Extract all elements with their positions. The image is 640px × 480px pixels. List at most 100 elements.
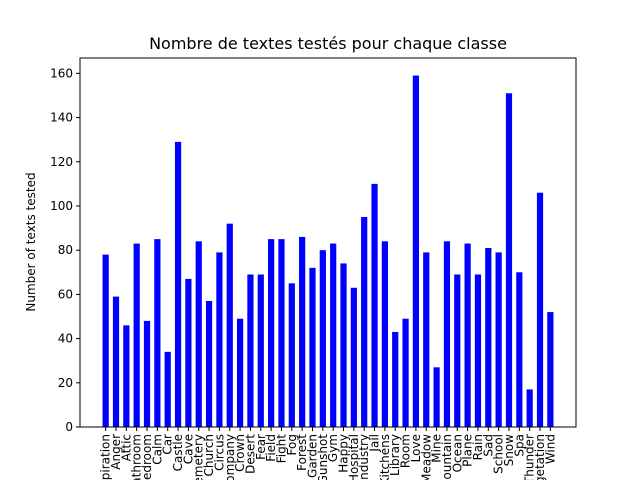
y-axis-label: Number of texts tested (24, 172, 38, 311)
bar-spa (516, 272, 523, 427)
x-tick-label: Forest (295, 434, 309, 471)
y-tick-label: 160 (50, 66, 73, 80)
x-tick-label: Industry (357, 434, 371, 480)
x-tick-label: Rain (471, 434, 485, 460)
x-tick-label: Spa (512, 434, 526, 457)
x-tick-label: Field (264, 434, 278, 462)
bar-sad (485, 247, 492, 427)
y-tick-label: 80 (58, 243, 73, 257)
x-tick-label: Gym (326, 434, 340, 462)
x-tick-label: Attic (119, 434, 133, 461)
bar-jail (371, 183, 378, 427)
bar-school (495, 252, 502, 427)
bar-circus (216, 252, 223, 427)
bar-snow (505, 93, 513, 427)
x-tick-label: Gunshot (316, 434, 330, 480)
y-tick-label: 60 (58, 287, 73, 301)
x-tick-label: Bathroom (130, 434, 144, 480)
bar-crown (236, 318, 244, 427)
y-tick-label: 100 (50, 199, 73, 213)
bar-cave (185, 278, 192, 427)
bar-happy (340, 263, 347, 427)
bar-love (412, 75, 420, 427)
x-tick-label: Castle (171, 434, 185, 471)
bar-fight (278, 239, 285, 427)
bar-company (226, 223, 233, 427)
bar-church (205, 301, 213, 427)
chart-title: Nombre de textes testés pour chaque clas… (149, 34, 507, 53)
x-tick-label: Cave (181, 434, 195, 464)
bar-fog (288, 283, 295, 427)
x-tick-label: Hospital (347, 434, 361, 480)
x-tick-label: Bedroom (140, 434, 154, 480)
y-tick-label: 40 (58, 332, 73, 346)
bar-castle (174, 141, 182, 427)
x-tick-label: Ocean (450, 434, 464, 472)
bar-mountain (443, 241, 451, 427)
bar-plane (464, 243, 471, 427)
x-tick-label: Garden (305, 434, 319, 478)
x-tick-label: Church (202, 434, 216, 476)
bar-bathroom (133, 243, 140, 427)
x-tick-label: Calm (150, 434, 164, 465)
x-tick-label: Kitchens (378, 434, 392, 480)
bar-aspiration (102, 254, 109, 427)
bar-field (268, 239, 275, 427)
bar-desert (247, 274, 254, 427)
y-tick-label: 0 (65, 420, 73, 434)
x-tick-label: Meadow (419, 434, 433, 480)
bar-industry (361, 217, 368, 427)
y-axis: 0 20 40 60 80 100 120 140 160 (50, 66, 80, 434)
x-tick-label: Fear (254, 434, 268, 460)
plot-frame (79, 57, 577, 428)
x-tick-label: Desert (243, 434, 257, 474)
x-tick-label: Sad (481, 434, 495, 457)
x-tick-label: Snow (502, 434, 516, 467)
bar-mine (433, 367, 440, 427)
bar-meadow (423, 252, 430, 427)
x-tick-label: Thunder (523, 434, 537, 480)
x-tick-label: Cemetery (192, 434, 206, 480)
bar-rain (474, 274, 482, 427)
bar-forest (299, 236, 306, 427)
bar-fear (257, 274, 264, 427)
bar-ocean (454, 274, 461, 427)
bar-bedroom (143, 320, 151, 427)
x-tick-label: Plane (461, 434, 475, 467)
y-tick-label: 140 (50, 111, 73, 125)
bar-hospital (350, 287, 357, 427)
bar-attic (123, 325, 130, 427)
x-tick-label: Anger (109, 434, 123, 470)
bar-gym (330, 243, 337, 427)
bar-vegetation (536, 192, 544, 427)
x-tick-label: School (492, 434, 506, 474)
x-tick-label: Circus (212, 434, 226, 471)
x-tick-label: Mine (430, 434, 444, 463)
y-tick-label: 120 (50, 155, 73, 169)
bar-anger (112, 296, 120, 427)
x-tick-label: Wind (543, 434, 557, 464)
x-tick-label: Vegetation (533, 434, 547, 480)
x-tick-label: Crown (233, 434, 247, 472)
x-tick-label: Company (223, 434, 237, 480)
x-tick-label: Mountain (440, 434, 454, 480)
x-tick-label: Room (399, 434, 413, 468)
x-tick-label: Fog (285, 434, 299, 455)
bar-gunshot (319, 250, 326, 427)
x-tick-label: Aspiration (99, 434, 113, 480)
bar-wind (547, 312, 554, 427)
bar-thunder (526, 389, 533, 427)
x-tick-label: Fight (274, 434, 288, 464)
bar-cemetery (195, 241, 202, 427)
bars-group (102, 75, 554, 427)
x-tick-label: Happy (337, 434, 351, 473)
y-tick-label: 20 (58, 376, 73, 390)
bar-room (402, 318, 409, 427)
bar-car (164, 351, 171, 427)
x-axis: AspirationAngerAtticBathroomBedroomCalmC… (99, 427, 557, 480)
bar-calm (154, 239, 161, 427)
x-tick-label: Library (388, 434, 402, 476)
x-tick-label: Car (161, 434, 175, 455)
x-tick-label: Jail (368, 434, 382, 453)
